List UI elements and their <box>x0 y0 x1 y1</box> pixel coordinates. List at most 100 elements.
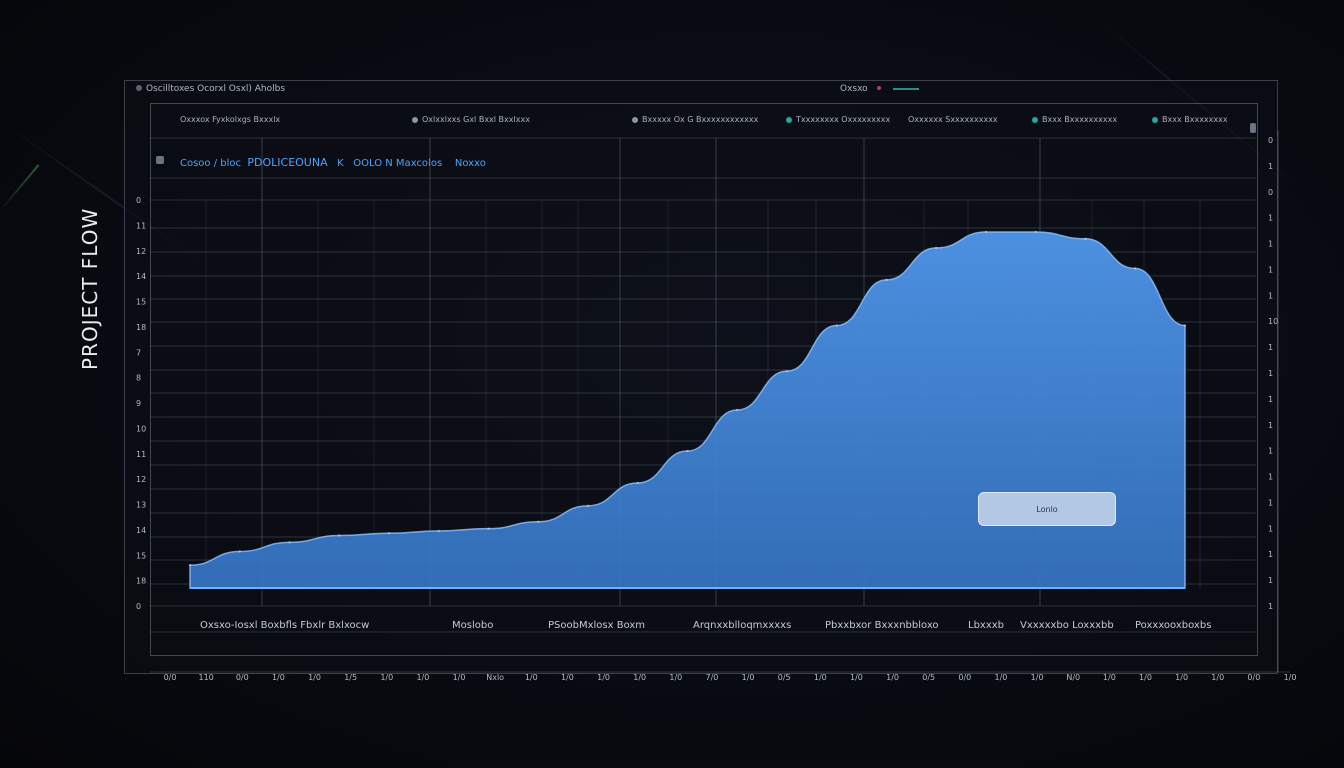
panel-title: Oscilltoxes Ocorxl Osxl) Aholbs <box>146 84 286 94</box>
legend-item[interactable]: Txxxxxxxx Oxxxxxxxxx <box>786 115 890 124</box>
category-label: Vxxxxxbo Loxxxbb <box>1020 620 1114 631</box>
y-tick-label: 0 <box>136 602 141 611</box>
y-tick-label: 11 <box>136 221 146 230</box>
right-tick-label: 10 <box>1268 317 1278 326</box>
x-tick-label: 1/0 <box>453 673 466 682</box>
x-tick-label: 1/0 <box>995 673 1008 682</box>
x-tick-label: 1/0 <box>308 673 321 682</box>
y-tick-label: 13 <box>136 501 146 510</box>
circle-icon <box>786 116 792 123</box>
scroll-handle-icon[interactable] <box>1250 123 1256 133</box>
x-tick-label: 1/0 <box>597 673 610 682</box>
x-tick-label: 0/0 <box>236 673 249 682</box>
data-point <box>437 529 440 533</box>
y-tick-label: 18 <box>136 323 146 332</box>
category-label: Moslobo <box>452 620 493 631</box>
y-tick-label: 18 <box>136 577 146 586</box>
legend-left-label: Oxxxox Fyxkolxgs Bxxxlx <box>180 115 281 124</box>
right-tick-label: 1 <box>1268 214 1273 223</box>
x-tick-label: 1/0 <box>742 673 755 682</box>
panel-header: Oscilltoxes Ocorxl Osxl) Aholbs <box>136 84 285 94</box>
hover-tooltip: Lonlo <box>978 492 1116 526</box>
data-point <box>636 481 639 485</box>
y-tick-label: 8 <box>136 374 141 383</box>
legend-item-label: Oxxxxxx Sxxxxxxxxxx <box>908 115 998 124</box>
x-tick-label: 1/5 <box>344 673 357 682</box>
circle-icon <box>1152 116 1158 123</box>
menu-icon[interactable] <box>136 85 142 91</box>
data-point <box>785 369 789 373</box>
data-point <box>984 230 988 234</box>
right-tick-label: 1 <box>1268 421 1273 430</box>
x-tick-label: 0/5 <box>778 673 791 682</box>
category-label: Poxxxooxboxbs <box>1135 620 1211 631</box>
data-point <box>586 504 590 508</box>
panel-header-right: Oxsxo <box>840 84 920 94</box>
category-label: Arqnxxblloqmxxxxs <box>693 620 791 631</box>
legend-item[interactable]: Bxxx Bxxxxxxxxxx <box>1032 115 1117 124</box>
right-tick-label: 1 <box>1268 576 1273 585</box>
x-tick-label: 7/0 <box>705 673 718 682</box>
settings-icon[interactable] <box>156 156 164 164</box>
y-tick-label: 11 <box>136 450 146 459</box>
right-tick-label: 1 <box>1268 524 1273 533</box>
x-tick-label: 0/0 <box>958 673 971 682</box>
header-right-label: Oxsxo <box>840 84 868 94</box>
legend-item[interactable]: Bxxxxx Ox G Bxxxxxxxxxxxx <box>632 115 758 124</box>
x-tick-label: 1/0 <box>1211 673 1224 682</box>
tooltip-label: Lonlo <box>1036 504 1058 514</box>
x-tick-label: 110 <box>198 673 213 682</box>
category-label: PSoobMxlosx Boxm <box>548 620 645 631</box>
y-tick-label: 14 <box>136 272 146 281</box>
data-point <box>238 550 241 553</box>
x-tick-label: 1/0 <box>380 673 393 682</box>
right-tick-label: 1 <box>1268 395 1273 404</box>
x-tick-label: 1/0 <box>1139 673 1152 682</box>
x-tick-label: 0/5 <box>922 673 935 682</box>
legend-item[interactable]: Oxlxxlxxs Gxl Bxxl Bxxlxxx <box>412 115 530 124</box>
status-bar-icon <box>893 87 920 90</box>
x-tick-label: 1/0 <box>1031 673 1044 682</box>
person-icon <box>632 116 638 123</box>
right-tick-label: 1 <box>1268 473 1273 482</box>
data-point <box>537 520 540 524</box>
subheader-part-2: PDOLICEOUNA <box>247 156 328 169</box>
circle-icon <box>1032 116 1038 123</box>
data-point <box>935 246 938 250</box>
status-dot-icon <box>876 86 881 90</box>
data-point <box>387 532 391 535</box>
legend-item[interactable]: Bxxx Bxxxxxxxx <box>1152 115 1228 124</box>
x-tick-label: 1/0 <box>1103 673 1116 682</box>
data-point <box>686 449 689 453</box>
y-tick-label: 12 <box>136 247 146 256</box>
category-label: Lbxxxb <box>968 620 1004 631</box>
x-tick-label: 1/0 <box>525 673 538 682</box>
y-tick-label: 12 <box>136 475 146 484</box>
data-point <box>885 278 888 282</box>
subheader-part-4: OOLO N Maxcolos <box>353 158 443 169</box>
y-tick-label: 0 <box>136 196 141 205</box>
legend-item-label: Bxxx Bxxxxxxxxxx <box>1042 115 1118 124</box>
data-point <box>338 534 341 537</box>
right-tick-label: 1 <box>1268 498 1273 507</box>
gear-icon <box>412 116 418 123</box>
right-tick-label: 1 <box>1268 162 1273 171</box>
x-tick-label: 1/0 <box>272 673 285 682</box>
data-point <box>1034 230 1037 234</box>
data-point <box>288 541 291 544</box>
data-point <box>1134 267 1137 270</box>
subheader-part-3: K <box>337 158 344 169</box>
legend-item[interactable]: Oxxxxxx Sxxxxxxxxxx <box>908 115 998 124</box>
category-label: Oxsxo-Iosxl Boxbfls Fbxlr Bxlxocw <box>200 620 369 631</box>
x-tick-label: 1/0 <box>814 673 827 682</box>
x-tick-label: 1/0 <box>886 673 899 682</box>
data-point <box>1084 237 1087 240</box>
legend-left: Oxxxox Fyxkolxgs Bxxxlx <box>180 115 280 124</box>
y-tick-label: 15 <box>136 551 146 560</box>
x-tick-label: 0/0 <box>164 673 177 682</box>
x-tick-label: 1/0 <box>416 673 429 682</box>
x-tick-label: N/0 <box>1066 673 1080 682</box>
y-tick-label: 7 <box>136 348 141 357</box>
chart-area <box>150 103 1258 656</box>
y-tick-label: 14 <box>136 526 146 535</box>
